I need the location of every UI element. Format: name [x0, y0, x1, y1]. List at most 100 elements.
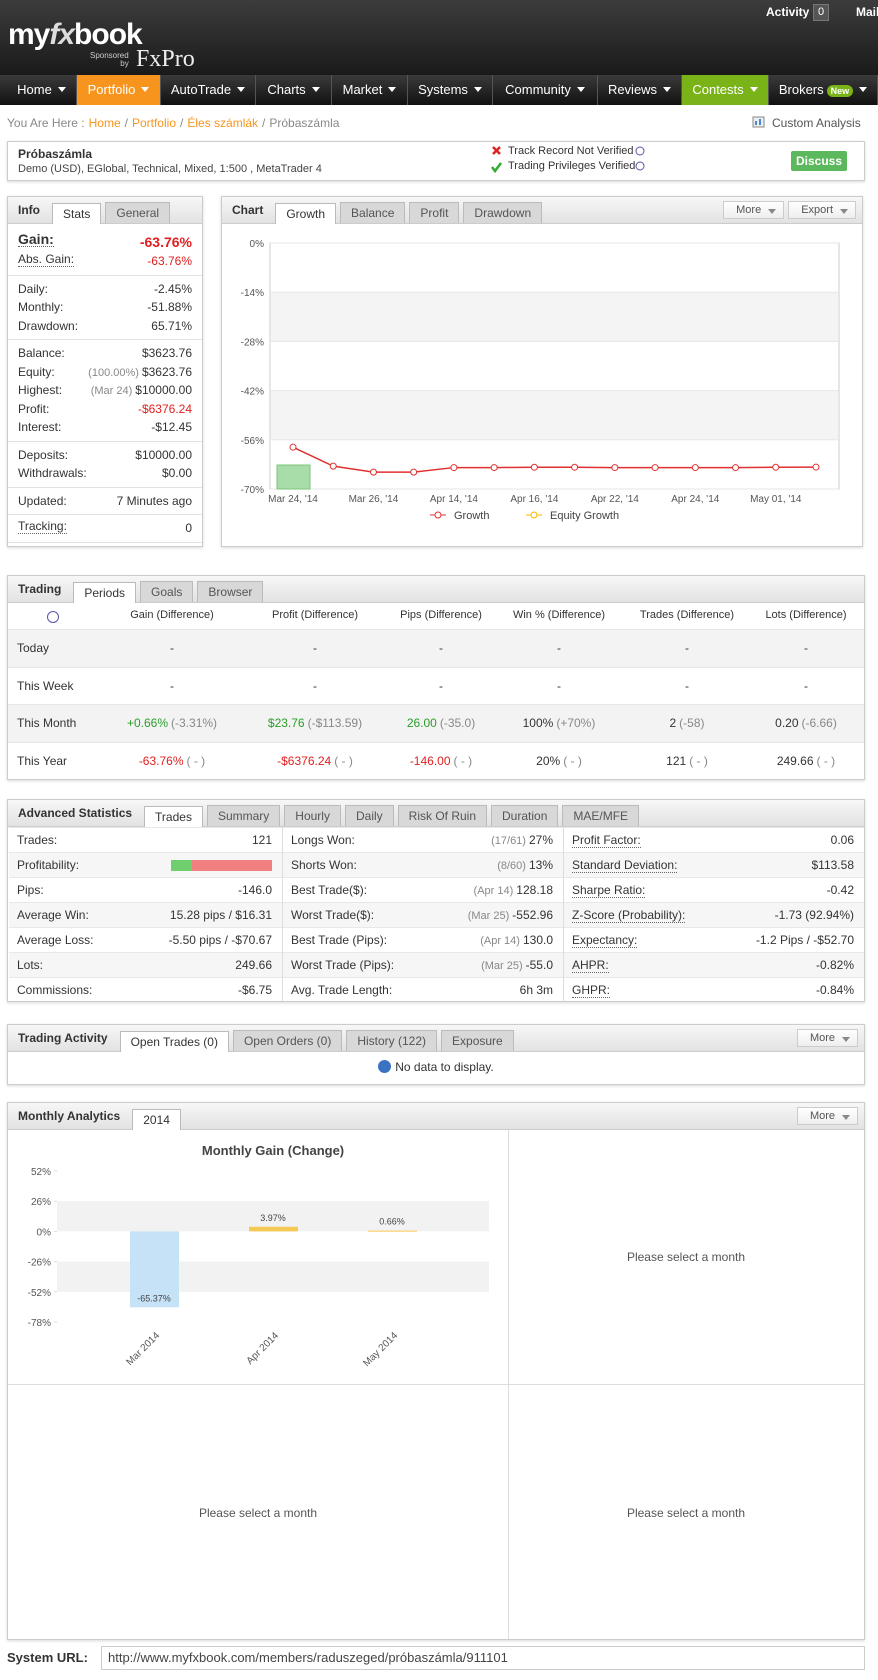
activity-link[interactable]: Activity [766, 5, 810, 19]
nav-label: Systems [418, 82, 468, 97]
tab[interactable]: Periods [73, 582, 137, 603]
cell-value: - [804, 641, 808, 655]
info-value-wrap: -$6376.24 [138, 400, 192, 419]
tab[interactable]: Hourly [284, 805, 341, 826]
info-value-wrap: $3623.76 [142, 344, 192, 363]
tab[interactable]: Goals [140, 581, 194, 602]
cell-diff: (-$113.59) [307, 716, 363, 730]
activity-panel: Trading Activity Open Trades (0) Open Orde… [7, 1024, 865, 1085]
discuss-button[interactable]: Discuss [791, 151, 847, 171]
dropdown-button[interactable]: Export [788, 201, 856, 219]
info-group: Daily: -2.45% Monthly: -51.88% Drawdown: 65.7… [8, 276, 202, 340]
stat-value: -0.82% [815, 958, 854, 972]
tab[interactable]: Duration [491, 805, 559, 826]
column-header: Win % (Difference) [512, 609, 606, 621]
nav-item[interactable]: Home [7, 75, 77, 105]
tab[interactable]: Open Orders (0) [232, 1030, 343, 1051]
tab[interactable]: Browser [197, 581, 264, 602]
tab[interactable]: 2014 [132, 1109, 181, 1130]
main-nav: Home Portfolio AutoTrade Charts Market System… [0, 75, 878, 105]
tab[interactable]: Profit [409, 202, 460, 223]
mail-link[interactable]: Mail [856, 5, 878, 19]
stat-value-wrap: (Apr 14) 128.18 [474, 878, 553, 904]
cell-diff: (-3.31%) [171, 716, 218, 730]
header: myfxbook Sponsored by FxPro Activity 0 Ma… [0, 0, 878, 75]
table-cell: 0.20 (-6.66) [736, 705, 864, 743]
dropdown-button[interactable]: More [723, 201, 785, 219]
cell-diff: (-35.0) [439, 716, 476, 730]
stat-note: (Mar 25) [481, 960, 523, 972]
value-label: -65.37% [137, 1293, 171, 1303]
info-group: Gain: -63.76% Abs. Gain: -63.76% [8, 228, 202, 276]
status-icons [491, 146, 502, 174]
nav-item[interactable]: Market [332, 75, 408, 105]
activity-count: 0 [813, 4, 829, 21]
info-value-wrap: -51.88% [147, 298, 192, 317]
nav-item[interactable]: Systems [408, 75, 493, 105]
stat-value: -0.84% [815, 983, 854, 997]
table-cell: -$6376.24( - ) [245, 743, 385, 780]
stat-label: Avg. Trade Length: [291, 983, 393, 997]
tab[interactable]: Stats [52, 203, 102, 224]
table-cell: - [617, 630, 757, 668]
tab[interactable]: Open Trades (0) [119, 1031, 229, 1052]
cell-value: - [685, 641, 689, 655]
logo[interactable]: myfxbook [8, 18, 143, 52]
panel-header: Advanced Statistics Trades Summary Hourly Da… [8, 800, 864, 827]
table-cell: - [245, 668, 385, 706]
tab[interactable]: History (122) [346, 1030, 438, 1051]
panel-buttons: More Export [723, 201, 856, 219]
tab[interactable]: Daily [344, 805, 394, 826]
info-row: Equity: (100.00%) $3623.76 [8, 363, 202, 382]
system-url[interactable]: http://www.myfxbook.com/members/raduszeg… [101, 1646, 865, 1670]
info-label: Deposits: [18, 447, 69, 462]
placeholder: Please select a month [626, 1250, 746, 1264]
dropdown-button[interactable]: More [796, 1029, 858, 1047]
panel-header: Trading Activity Open Trades (0) Open Orde… [8, 1025, 864, 1052]
crumb-item[interactable]: Portfolio [131, 116, 176, 130]
x-tick-label: Apr 22, '14 [591, 494, 639, 505]
series-point [530, 463, 538, 471]
growth-chart: 0% -14% -28% -42% -56% -70% Mar 24, '14 Mar 26,… [241, 239, 840, 522]
tab[interactable]: Trades [144, 806, 203, 827]
status-privileges: Trading Privileges Verified [508, 160, 636, 172]
y-tick-label: -52% [28, 1288, 51, 1299]
cell-value: - [439, 678, 443, 693]
custom-analysis[interactable]: Custom Analysis [772, 116, 861, 130]
crumb-item[interactable]: Home [88, 116, 121, 130]
nav-item[interactable]: Brokers New [769, 75, 878, 105]
nav-item[interactable]: Reviews [598, 75, 682, 105]
nav-item[interactable]: Contests [682, 75, 769, 105]
info-value: -51.88% [147, 300, 192, 314]
info-label: Gain: [18, 231, 54, 247]
nav-item[interactable]: Community [493, 75, 598, 105]
dropdown-button[interactable]: More [796, 1107, 858, 1125]
trading-panel: Trading Periods Goals Browser Gain (Differen… [7, 575, 865, 780]
tab[interactable]: Summary [206, 805, 281, 826]
nav-item[interactable]: AutoTrade [161, 75, 256, 105]
stat-row: Profit Factor: 0.06 [564, 827, 864, 852]
stat-row: Commissions: -$6.75 [9, 977, 282, 1001]
stat-row: Lots: 249.66 [9, 952, 282, 977]
stat-row: Average Win: 15.28 pips / $16.31 [9, 902, 282, 927]
stat-row: Profitability: [9, 852, 282, 877]
nav-badge: New [826, 85, 854, 97]
tab[interactable]: Drawdown [463, 202, 543, 223]
table-cell: +0.66% (-3.31%) [102, 705, 242, 743]
tab[interactable]: Growth [275, 203, 337, 224]
series-point [410, 468, 418, 476]
nav-item[interactable]: Portfolio [77, 75, 161, 105]
tab[interactable]: General [105, 202, 171, 223]
tab[interactable]: Balance [340, 202, 406, 223]
nav-item[interactable]: Charts [256, 75, 332, 105]
tab[interactable]: MAE/MFE [562, 805, 640, 826]
row-label: This Month [17, 716, 77, 730]
info-group: Tracking: 0 [8, 515, 202, 543]
crumb-item[interactable]: Éles számlák [187, 116, 259, 130]
advanced-panel: Advanced Statistics Trades Summary Hourly Da… [7, 799, 865, 1002]
x-tick-label: Apr 24, '14 [671, 494, 719, 505]
help-icons [635, 146, 645, 171]
tab[interactable]: Exposure [441, 1030, 514, 1051]
tab[interactable]: Risk Of Ruin [397, 805, 488, 826]
stat-label: Average Loss: [17, 933, 94, 947]
